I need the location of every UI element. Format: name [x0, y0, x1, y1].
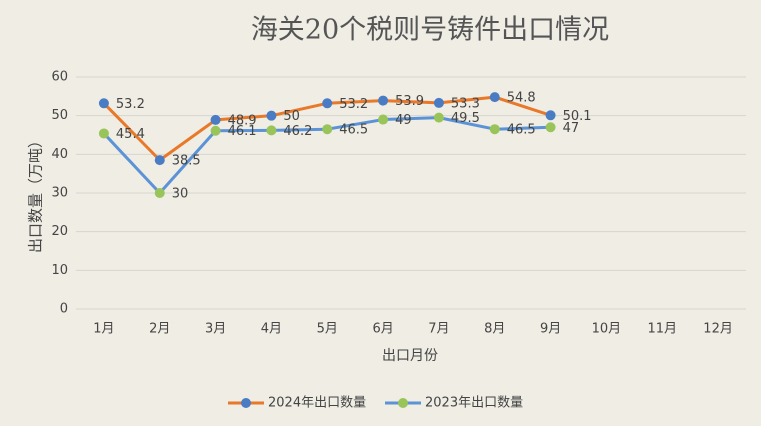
legend-marker [398, 398, 408, 408]
legend-label: 2024年出口数量 [268, 396, 366, 411]
data-point [378, 114, 389, 125]
x-tick-label: 7月 [428, 322, 449, 337]
x-tick-label: 9月 [540, 322, 561, 337]
x-tick-label: 8月 [484, 322, 505, 337]
data-point [154, 155, 165, 166]
data-point [378, 95, 389, 106]
data-point [489, 92, 500, 103]
x-tick-label: 11月 [647, 322, 677, 337]
x-tick-label: 1月 [93, 322, 114, 337]
data-label: 49 [395, 113, 412, 128]
y-tick-label: 30 [51, 186, 68, 201]
data-point [489, 124, 500, 135]
data-label: 49.5 [451, 111, 480, 126]
data-label: 53.3 [451, 96, 480, 111]
x-tick-label: 2月 [149, 322, 170, 337]
data-label: 53.9 [395, 94, 424, 109]
x-tick-label: 10月 [592, 322, 622, 337]
data-label: 46.5 [339, 123, 368, 138]
data-point [545, 122, 556, 133]
y-tick-label: 20 [51, 224, 68, 239]
y-tick-label: 50 [51, 108, 68, 123]
x-tick-label: 6月 [372, 322, 393, 337]
data-point [154, 188, 165, 198]
x-axis-label: 出口月份 [382, 348, 438, 364]
data-point [433, 112, 444, 123]
data-point [433, 97, 444, 108]
data-point [322, 98, 333, 109]
data-label: 46.2 [283, 124, 312, 139]
data-label: 50.1 [563, 109, 592, 124]
x-tick-label: 3月 [205, 322, 226, 337]
chart-title: 海关20个税则号铸件出口情况 [251, 15, 609, 46]
data-label: 38.5 [172, 154, 201, 169]
legend-label: 2023年出口数量 [425, 396, 523, 411]
data-point [210, 114, 221, 125]
data-label: 30 [172, 187, 189, 202]
data-label: 53.2 [116, 97, 145, 112]
data-label: 53.2 [339, 97, 368, 112]
data-point [98, 128, 109, 139]
legend-marker [241, 398, 251, 408]
data-label: 48.9 [228, 113, 257, 128]
data-label: 46.1 [228, 124, 257, 139]
data-label: 46.5 [507, 123, 536, 138]
y-tick-label: 40 [51, 147, 68, 162]
data-label: 54.8 [507, 91, 536, 106]
data-point [266, 110, 277, 121]
data-point [210, 125, 221, 136]
data-label: 50 [283, 109, 300, 124]
data-point [322, 124, 333, 135]
x-tick-label: 12月 [703, 322, 733, 337]
data-point [266, 125, 277, 136]
data-label: 47 [563, 121, 580, 136]
x-tick-label: 4月 [261, 322, 282, 337]
y-tick-label: 60 [51, 70, 68, 85]
y-tick-label: 0 [60, 302, 68, 317]
data-point [545, 110, 556, 121]
x-tick-label: 5月 [317, 322, 338, 337]
data-point [98, 98, 109, 109]
data-label: 45.4 [116, 127, 145, 142]
y-axis-label: 出口数量（万吨） [27, 133, 45, 253]
y-tick-label: 10 [51, 263, 68, 278]
